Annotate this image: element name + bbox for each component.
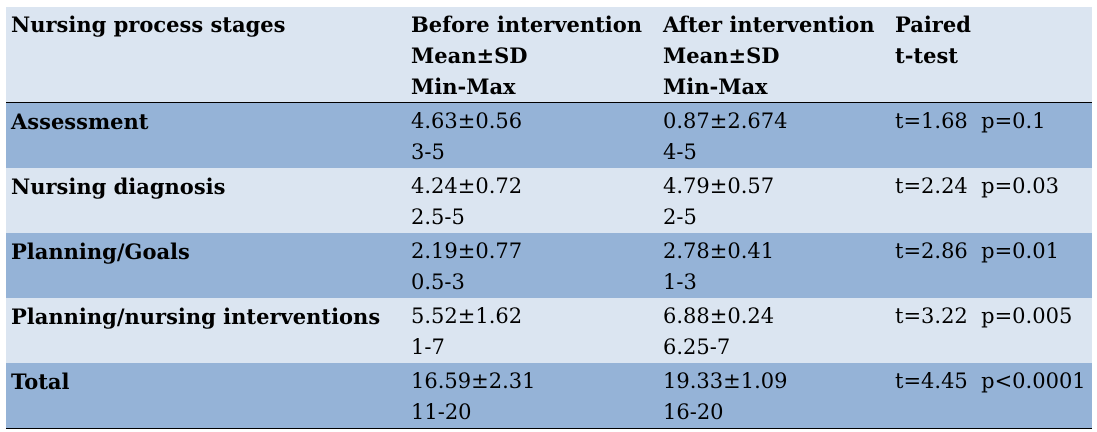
before-mean: 2.19±0.77 xyxy=(411,239,523,263)
row-test: t=4.45 p<0.0001 xyxy=(895,369,1086,393)
header-after-mean: Mean±SD xyxy=(663,43,780,68)
before-range: 0.5-3 xyxy=(411,270,465,294)
after-mean: 6.88±0.24 xyxy=(663,304,775,328)
row-before: 2.19±0.77 0.5-3 xyxy=(406,233,658,298)
after-mean: 2.78±0.41 xyxy=(663,239,775,263)
header-row: Nursing process stages Before interventi… xyxy=(6,7,1092,103)
before-mean: 5.52±1.62 xyxy=(411,304,523,328)
header-test-line2: t-test xyxy=(895,43,958,68)
row-test: t=1.68 p=0.1 xyxy=(895,109,1046,133)
row-before: 4.24±0.72 2.5-5 xyxy=(406,168,658,233)
row-stage: Total xyxy=(11,369,70,394)
before-range: 2.5-5 xyxy=(411,205,465,229)
header-before: Before intervention Mean±SD Min-Max xyxy=(406,7,658,103)
table-header: Nursing process stages Before interventi… xyxy=(6,7,1092,103)
header-stage: Nursing process stages xyxy=(11,12,286,37)
header-before-mean: Mean±SD xyxy=(411,43,528,68)
before-mean: 16.59±2.31 xyxy=(411,369,536,393)
header-before-range: Min-Max xyxy=(411,74,516,99)
row-after: 19.33±1.09 16-20 xyxy=(658,363,890,429)
table-row: Nursing diagnosis 4.24±0.72 2.5-5 4.79±0… xyxy=(6,168,1092,233)
after-range: 6.25-7 xyxy=(663,335,731,359)
row-stage: Assessment xyxy=(11,109,149,134)
table-row: Planning/Goals 2.19±0.77 0.5-3 2.78±0.41… xyxy=(6,233,1092,298)
header-test-line1: Paired xyxy=(895,12,971,37)
header-after-range: Min-Max xyxy=(663,74,768,99)
row-before: 5.52±1.62 1-7 xyxy=(406,298,658,363)
row-test: t=2.24 p=0.03 xyxy=(895,174,1059,198)
row-stage: Nursing diagnosis xyxy=(11,174,226,199)
row-after: 0.87±2.674 4-5 xyxy=(658,103,890,169)
table-row: Planning/nursing interventions 5.52±1.62… xyxy=(6,298,1092,363)
table-row: Assessment 4.63±0.56 3-5 0.87±2.674 4-5 … xyxy=(6,102,1092,169)
row-after: 2.78±0.41 1-3 xyxy=(658,233,890,298)
after-range: 1-3 xyxy=(663,270,697,294)
before-range: 11-20 xyxy=(411,400,472,424)
after-range: 4-5 xyxy=(663,140,697,164)
before-mean: 4.24±0.72 xyxy=(411,174,523,198)
row-stage: Planning/nursing interventions xyxy=(11,304,381,329)
row-test: t=3.22 p=0.005 xyxy=(895,304,1073,328)
header-before-title: Before intervention xyxy=(411,12,643,37)
after-mean: 19.33±1.09 xyxy=(663,369,788,393)
header-after-title: After intervention xyxy=(663,12,875,37)
after-range: 16-20 xyxy=(663,400,724,424)
before-mean: 4.63±0.56 xyxy=(411,109,523,133)
after-mean: 4.79±0.57 xyxy=(663,174,775,198)
row-after: 6.88±0.24 6.25-7 xyxy=(658,298,890,363)
row-before: 4.63±0.56 3-5 xyxy=(406,103,658,169)
after-range: 2-5 xyxy=(663,205,697,229)
before-range: 1-7 xyxy=(411,335,445,359)
results-table: Nursing process stages Before interventi… xyxy=(6,7,1092,429)
header-test: Paired t-test xyxy=(890,7,1092,103)
row-before: 16.59±2.31 11-20 xyxy=(406,363,658,429)
table-row: Total 16.59±2.31 11-20 19.33±1.09 16-20 … xyxy=(6,363,1092,429)
table-body: Assessment 4.63±0.56 3-5 0.87±2.674 4-5 … xyxy=(6,102,1092,429)
row-after: 4.79±0.57 2-5 xyxy=(658,168,890,233)
row-test: t=2.86 p=0.01 xyxy=(895,239,1059,263)
header-after: After intervention Mean±SD Min-Max xyxy=(658,7,890,103)
after-mean: 0.87±2.674 xyxy=(663,109,788,133)
before-range: 3-5 xyxy=(411,140,445,164)
row-stage: Planning/Goals xyxy=(11,239,190,264)
